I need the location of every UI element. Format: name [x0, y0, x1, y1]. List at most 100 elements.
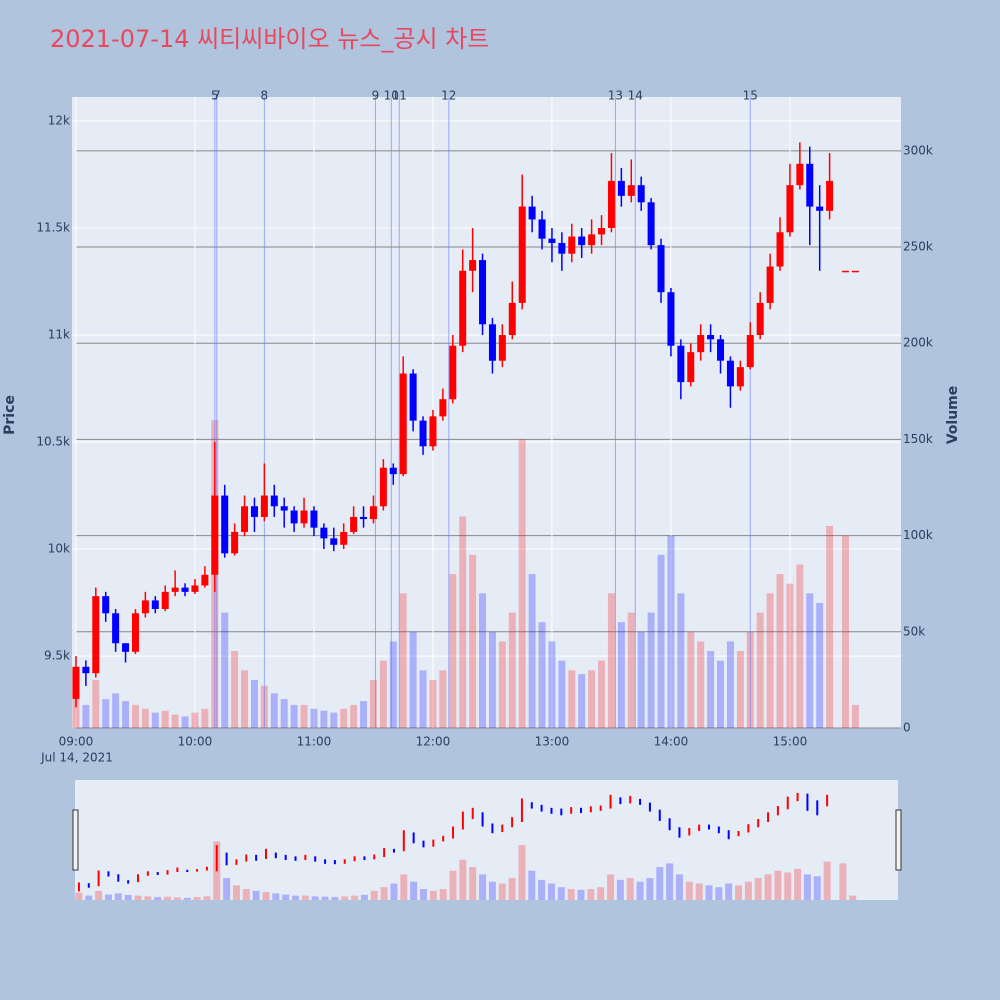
slider-volume-bar — [538, 879, 546, 900]
x-tick-label: 11:00 — [297, 735, 332, 749]
x-tick-label: 10:00 — [178, 735, 213, 749]
slider-volume-bar — [272, 893, 280, 900]
slider-volume-bar — [95, 890, 103, 900]
plot-area — [72, 97, 901, 728]
slider-handle[interactable] — [72, 809, 79, 871]
candle-body — [786, 185, 794, 233]
slider-volume-bar — [695, 883, 703, 900]
candle-body — [558, 242, 566, 254]
candle-body — [726, 360, 734, 387]
candle-body — [320, 527, 328, 539]
candle-body — [429, 416, 437, 447]
slider-volume-bar — [390, 883, 398, 900]
candle-body — [231, 531, 239, 554]
candle-body — [122, 643, 130, 652]
slider-volume-bar — [242, 889, 250, 900]
slider-volume-bar — [479, 874, 487, 900]
candle-body — [647, 202, 655, 246]
slider-volume-bar — [410, 881, 418, 900]
volume-bar — [617, 622, 625, 728]
volume-bar — [588, 670, 596, 728]
slider-volume-bar — [735, 885, 743, 900]
y2-tick-label: 300k — [903, 143, 933, 157]
slider-volume-bar — [282, 894, 290, 900]
y2-tick-label: 150k — [903, 432, 933, 446]
candle-body — [280, 506, 288, 511]
news-label: 8 — [261, 89, 269, 103]
slider-volume-bar — [784, 872, 792, 900]
slider-volume-bar — [351, 895, 359, 900]
candle-body — [181, 587, 189, 592]
y2-tick-label: 250k — [903, 240, 933, 254]
volume-bar — [498, 641, 506, 728]
candle-body — [598, 227, 606, 235]
candle-body — [766, 266, 774, 303]
x-tick-label: 14:00 — [654, 735, 689, 749]
slider-volume-bar — [154, 897, 162, 900]
volume-bar — [657, 554, 665, 728]
slider-volume-bar — [429, 890, 437, 900]
candle-body — [270, 495, 278, 507]
volume-bar — [429, 679, 437, 728]
candle-body — [151, 600, 159, 609]
volume-bar — [409, 631, 417, 728]
candle-body — [112, 613, 120, 644]
y-tick-label: 10.5k — [36, 435, 70, 449]
volume-bar — [330, 712, 338, 728]
news-label: 15 — [743, 89, 758, 103]
candle-body — [667, 292, 675, 346]
volume-bar — [766, 593, 774, 728]
candle-body — [419, 420, 427, 447]
y2-tick-label: 200k — [903, 336, 933, 350]
slider-volume-bar — [292, 895, 300, 900]
slider-volume-bar — [666, 863, 674, 900]
volume-bar — [419, 670, 427, 728]
slider-volume-bar — [439, 889, 447, 900]
candle-body — [617, 180, 625, 196]
slider-volume-bar — [597, 887, 605, 900]
slider-volume-bar — [528, 870, 536, 900]
volume-bar — [250, 679, 258, 728]
volume-bar — [518, 439, 526, 728]
volume-bar — [667, 535, 675, 728]
volume-bar — [82, 704, 90, 728]
news-label: 11 — [392, 89, 407, 103]
volume-bar — [568, 670, 576, 728]
slider-volume-bar — [705, 885, 713, 900]
candle-body — [687, 352, 695, 383]
volume-bar — [627, 612, 635, 728]
slider-volume-bar — [518, 845, 526, 900]
slider-volume-bar — [360, 894, 368, 900]
volume-bar — [92, 679, 100, 728]
candle-body — [379, 467, 387, 507]
volume-bar — [756, 612, 764, 728]
slider-volume-bar — [725, 883, 733, 900]
volume-bar — [697, 641, 705, 728]
volume-bar — [459, 516, 467, 728]
volume-bar — [379, 660, 387, 728]
volume-bar — [102, 699, 110, 728]
range-slider[interactable] — [75, 780, 898, 900]
volume-bar — [607, 593, 615, 728]
volume-bar — [171, 714, 179, 728]
volume-bar — [161, 710, 169, 728]
candle-body — [310, 510, 318, 528]
candle-body — [588, 234, 596, 246]
candle-body — [241, 506, 249, 532]
slider-volume-bar — [193, 897, 201, 900]
slider-volume-bar — [557, 887, 565, 900]
candle-body — [488, 324, 496, 361]
y2-tick-label: 50k — [903, 624, 925, 638]
candle-body — [637, 185, 645, 203]
volume-bar — [72, 689, 80, 728]
volume-bar — [310, 708, 318, 728]
slider-volume-bar — [607, 874, 615, 900]
volume-bar — [181, 716, 189, 728]
volume-bar — [112, 693, 120, 728]
candle-body — [736, 367, 744, 387]
news-label: 7 — [213, 89, 221, 103]
candle-body — [717, 339, 725, 361]
slider-handle[interactable] — [895, 809, 902, 871]
slider-volume-bar — [508, 878, 516, 900]
